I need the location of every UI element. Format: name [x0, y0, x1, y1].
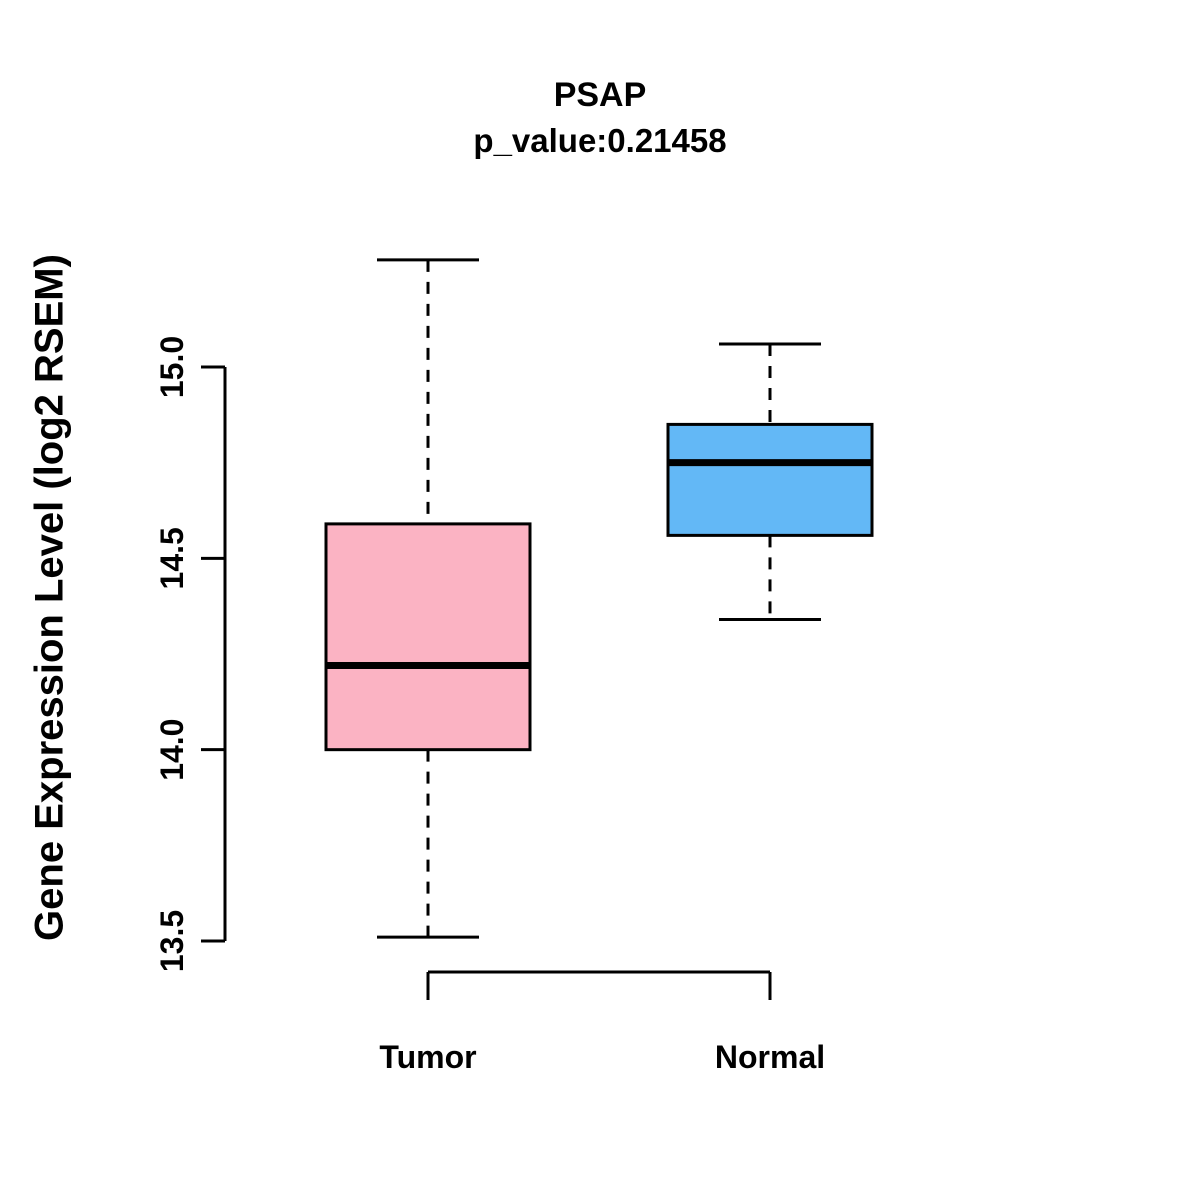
- x-axis-label-tumor: Tumor: [379, 1039, 476, 1075]
- y-axis-tick-label: 13.5: [154, 910, 190, 972]
- y-axis-title: Gene Expression Level (log2 RSEM): [27, 254, 72, 941]
- y-axis-tick-label: 15.0: [154, 336, 190, 398]
- y-axis-tick-label: 14.5: [154, 527, 190, 589]
- y-axis-tick-label: 14.0: [154, 719, 190, 781]
- box-normal: [666, 422, 874, 537]
- box-tumor: [324, 522, 532, 752]
- x-axis-label-normal: Normal: [715, 1039, 825, 1075]
- chart-title: PSAP: [553, 76, 647, 114]
- chart-subtitle: p_value:0.21458: [473, 122, 727, 159]
